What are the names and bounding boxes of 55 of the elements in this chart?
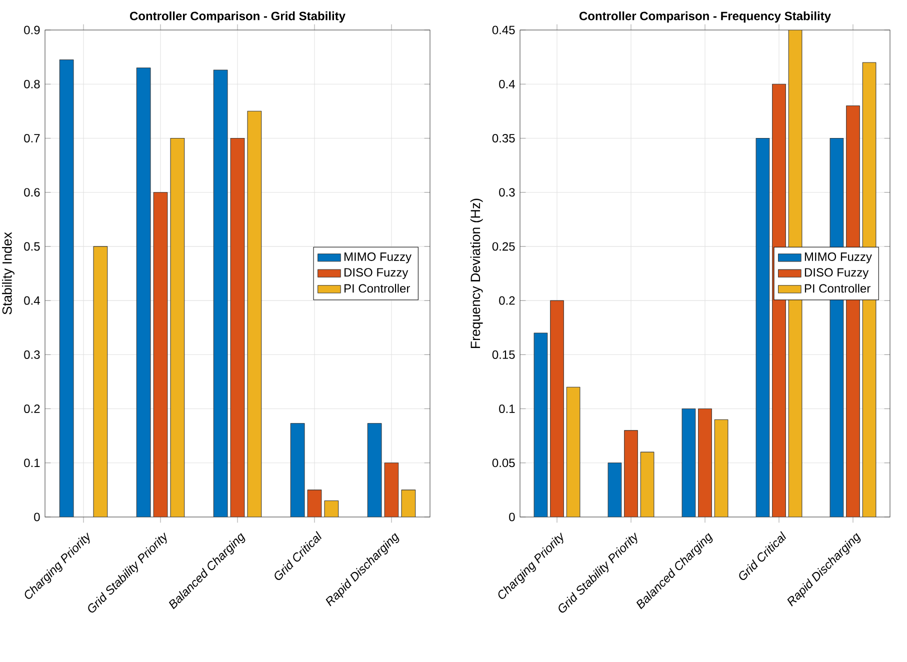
bar xyxy=(93,246,108,517)
y-tick-label: 0.5 xyxy=(24,242,40,251)
bar xyxy=(213,70,228,517)
bar xyxy=(324,500,339,517)
y-axis-title: Frequency Deviation (Hz) xyxy=(470,198,483,348)
y-tick-label: 0.25 xyxy=(492,242,515,251)
bar xyxy=(566,386,580,517)
y-tick-label: 0.6 xyxy=(24,188,40,197)
bar xyxy=(230,138,245,517)
bar xyxy=(640,452,654,517)
bar xyxy=(788,30,802,517)
bar xyxy=(624,430,638,517)
bar xyxy=(714,419,728,517)
legend-label: DISO Fuzzy xyxy=(344,268,408,280)
bar xyxy=(170,138,185,517)
legend-label: MIMO Fuzzy xyxy=(804,252,872,264)
bar xyxy=(247,110,262,517)
bar xyxy=(401,490,416,517)
y-tick-label: 0.1 xyxy=(24,458,40,468)
y-axis-title: Stability Index xyxy=(2,232,14,314)
bar xyxy=(698,408,712,517)
bar xyxy=(384,462,399,517)
bar xyxy=(534,332,548,517)
bar xyxy=(136,68,151,517)
y-tick-label: 0.1 xyxy=(499,404,515,414)
legend-label: PI Controller xyxy=(804,284,870,293)
bar xyxy=(59,59,74,517)
y-tick-label: 0.45 xyxy=(492,26,515,34)
y-tick-label: 0.3 xyxy=(499,188,515,197)
bar xyxy=(307,490,322,517)
bar xyxy=(608,462,622,517)
y-tick-label: 0.4 xyxy=(499,80,515,88)
legend-label: PI Controller xyxy=(344,284,410,293)
y-tick-label: 0.35 xyxy=(492,134,515,142)
legend-label: DISO Fuzzy xyxy=(804,268,869,280)
chart-title: Controller Comparison - Grid Stability xyxy=(130,11,346,23)
y-tick-label: 0.3 xyxy=(24,350,40,359)
y-tick-label: 0.2 xyxy=(24,404,40,414)
y-tick-label: 0 xyxy=(509,512,515,522)
bar xyxy=(682,408,696,517)
y-tick-label: 0.8 xyxy=(24,80,40,88)
y-tick-label: 0.05 xyxy=(492,458,515,468)
y-tick-label: 0.7 xyxy=(24,134,40,142)
y-tick-label: 0.2 xyxy=(499,296,515,305)
y-tick-label: 0.4 xyxy=(24,296,40,305)
bar xyxy=(290,423,305,517)
bar xyxy=(756,138,770,517)
legend-label: MIMO Fuzzy xyxy=(344,252,412,264)
bar xyxy=(153,192,168,517)
y-tick-label: 0.15 xyxy=(492,350,515,359)
bar xyxy=(550,300,564,517)
y-tick-label: 0.9 xyxy=(24,26,40,34)
y-tick-label: 0 xyxy=(34,512,40,522)
chart-title: Controller Comparison - Frequency Stability xyxy=(579,11,831,23)
bar xyxy=(367,423,382,517)
